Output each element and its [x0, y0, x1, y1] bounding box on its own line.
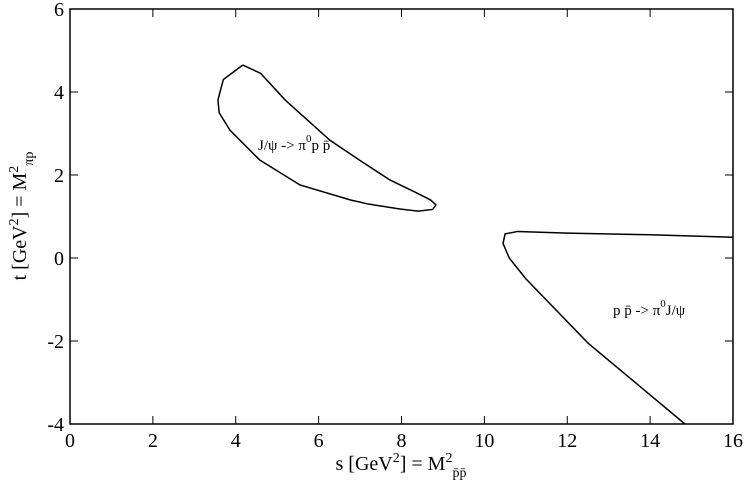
- x-axis-label-part: 2: [445, 451, 452, 466]
- x-tick-label: 14: [640, 430, 660, 452]
- x-axis-label-part: p̄p̄: [452, 466, 466, 481]
- y-tick-label: 0: [54, 248, 64, 270]
- annotation: p p̄ -> π0J/ψ: [613, 298, 686, 319]
- y-axis-label-part: ] = M: [9, 172, 31, 218]
- x-axis-label-part: s [GeV: [336, 453, 394, 475]
- y-axis-label-part: 2: [7, 166, 22, 173]
- plot-frame: [69, 8, 734, 425]
- curve: [502, 230, 734, 425]
- y-axis-label: t [GeV2] = M2πp: [7, 152, 37, 281]
- x-axis-label-part: 2: [393, 451, 400, 466]
- annotation-part: 0: [306, 133, 312, 145]
- x-tick-label: 6: [314, 430, 324, 452]
- y-axis-label-part: 2: [7, 218, 22, 225]
- annotation-part: p p̄: [311, 138, 330, 154]
- annotation: J/ψ -> π0p p̄: [258, 133, 330, 154]
- y-tick-label: 6: [54, 0, 64, 21]
- x-tick-label: 4: [231, 430, 241, 452]
- y-tick-label: -4: [47, 414, 64, 436]
- y-tick-label: -2: [47, 331, 64, 353]
- curve: [217, 64, 437, 212]
- annotation-part: J/ψ -> π: [258, 138, 306, 154]
- y-tick-label: 4: [54, 82, 64, 104]
- x-axis-label-part: ] = M: [400, 453, 446, 475]
- x-tick-label: 12: [557, 430, 577, 452]
- x-axis-label: s [GeV2] = M2p̄p̄: [336, 451, 467, 481]
- y-axis-label-part: t [GeV: [9, 225, 31, 281]
- y-axis-label-part: πp: [22, 152, 37, 166]
- annotation-part: 0: [660, 298, 666, 310]
- x-tick-label: 8: [397, 430, 407, 452]
- annotation-part: p p̄ -> π: [613, 303, 661, 319]
- x-tick-label: 2: [148, 430, 158, 452]
- x-tick-label: 10: [474, 430, 494, 452]
- y-tick-label: 2: [54, 165, 64, 187]
- x-tick-label: 16: [723, 430, 743, 452]
- x-tick-label: 0: [65, 430, 75, 452]
- annotation-part: J/ψ: [666, 303, 686, 319]
